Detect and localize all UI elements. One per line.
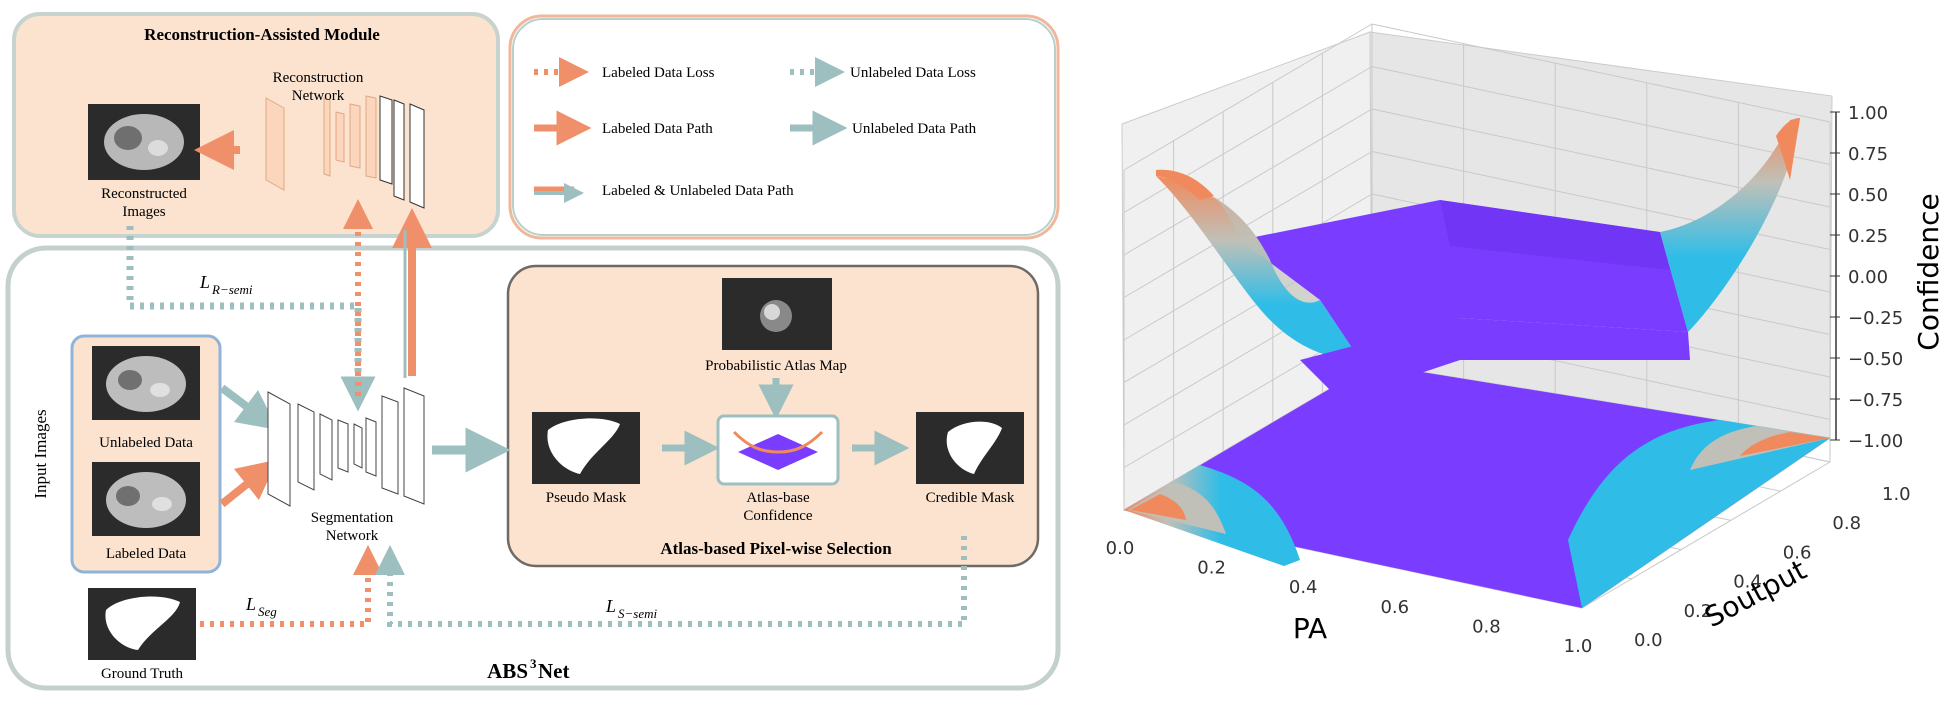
x-axis-ticks: 0.0 0.2 0.4 0.6 0.8 1.0: [1106, 538, 1593, 657]
x-tick-label: 1.0: [1564, 636, 1593, 657]
grid-line: [1123, 23, 1373, 171]
legend-unlabeled-loss: Unlabeled Data Loss: [850, 65, 976, 81]
x-tick-label: 0.0: [1106, 538, 1135, 559]
reconstructed-images-label: Reconstructed: [101, 186, 187, 202]
atlas-selection-title: Atlas-based Pixel-wise Selection: [660, 539, 892, 558]
z-tick-label: 0.50: [1848, 185, 1888, 206]
abs3net-title: ABS: [487, 659, 528, 683]
z-tick-label: 0.25: [1848, 226, 1888, 247]
confidence-surface-chart: 0.0 0.2 0.4 0.6 0.8 1.0 0.0 0.2 0.4 0.6 0.8 1.0 1.…: [1090, 0, 1948, 704]
legend-labeled-loss: Labeled Data Loss: [602, 65, 715, 81]
x-tick-label: 0.8: [1472, 616, 1501, 637]
atlas-confidence-label: Atlas-base: [746, 490, 810, 506]
grid-line: [1581, 461, 1831, 609]
y-tick-label: 0.0: [1634, 630, 1663, 651]
y-tick-label: 0.8: [1832, 513, 1861, 534]
grid-line: [1123, 151, 1373, 298]
unlabeled-data-label: Unlabeled Data: [99, 435, 193, 451]
recon-module-title: Reconstruction-Assisted Module: [144, 25, 380, 44]
z-axis-label: Confidence: [1912, 193, 1945, 350]
segmentation-network-label: Segmentation: [311, 510, 394, 526]
loss-s-semi-label: L: [605, 596, 616, 616]
loss-seg-label: L: [245, 594, 256, 614]
y-tick-label: 1.0: [1882, 484, 1911, 505]
z-axis-ticks: 1.00 0.75 0.50 0.25 0.00 −0.25 −0.50 −0.75 −1.00: [1830, 103, 1903, 452]
confidence-surface: [1156, 118, 1800, 400]
legend-panel: [508, 14, 1060, 240]
loss-s-semi-subscript: S−semi: [618, 606, 657, 621]
loss-r-semi-label: L: [199, 272, 210, 292]
labeled-data-label: Labeled Data: [106, 546, 187, 562]
abs3net-title-sup: 3: [530, 656, 537, 671]
z-tick-label: −0.25: [1848, 308, 1903, 329]
probabilistic-atlas-label: Probabilistic Atlas Map: [705, 358, 847, 374]
floor-contour: [1124, 364, 1830, 608]
grid-line: [1371, 66, 1831, 165]
grid-line: [1371, 23, 1831, 123]
architecture-diagram: Reconstruction Network Reconstruction-As…: [5, 12, 1061, 691]
reconstruction-panel: [12, 12, 500, 238]
ground-truth-label: Ground Truth: [101, 666, 184, 682]
loss-r-semi-subscript: R−semi: [211, 282, 253, 297]
z-tick-label: −0.75: [1848, 390, 1903, 411]
abs3net-title-b: Net: [538, 659, 569, 683]
z-tick-label: 0.00: [1848, 267, 1888, 288]
segmentation-network-label-2: Network: [326, 528, 379, 544]
x-axis-label: PA: [1293, 612, 1327, 645]
segmentation-network-icon: [267, 387, 425, 507]
z-tick-label: 1.00: [1848, 103, 1888, 124]
grid-line: [1123, 108, 1373, 256]
loss-seg-subscript: Seg: [258, 604, 277, 619]
legend-both-path: Labeled & Unlabeled Data Path: [602, 183, 794, 199]
input-images-label: Input Images: [31, 409, 50, 498]
grid-line: [1123, 66, 1373, 213]
y-tick-label: 0.4: [1733, 572, 1762, 593]
y-tick-label: 0.6: [1783, 542, 1812, 563]
reconstruction-network-icon: [265, 95, 425, 209]
legend-labeled-path: Labeled Data Path: [602, 121, 713, 137]
z-tick-label: −1.00: [1848, 431, 1903, 452]
reconstruction-network-label: Reconstruction: [273, 70, 364, 86]
y-tick-label: 0.2: [1684, 601, 1713, 622]
pseudo-mask-label: Pseudo Mask: [546, 490, 627, 506]
x-tick-label: 0.6: [1380, 597, 1409, 618]
atlas-confidence-label-2: Confidence: [743, 508, 812, 524]
credible-mask-label: Credible Mask: [926, 490, 1015, 506]
x-tick-label: 0.2: [1197, 558, 1226, 579]
reconstruction-network-label-2: Network: [292, 88, 345, 104]
x-tick-label: 0.4: [1289, 577, 1318, 598]
y-axis-ticks: 0.0 0.2 0.4 0.6 0.8 1.0: [1634, 484, 1911, 651]
z-tick-label: 0.75: [1848, 144, 1888, 165]
z-tick-label: −0.50: [1848, 349, 1903, 370]
legend: Labeled Data Loss Unlabeled Data Loss La…: [534, 57, 977, 203]
legend-unlabeled-path: Unlabeled Data Path: [852, 121, 977, 137]
reconstructed-images-label-2: Images: [122, 204, 165, 220]
